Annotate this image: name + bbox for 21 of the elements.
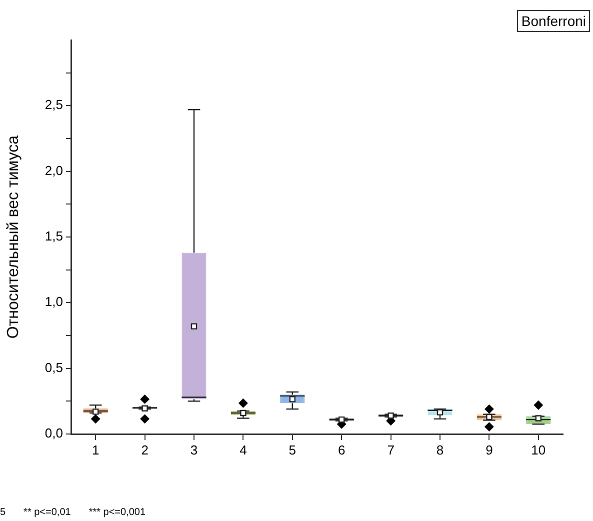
chart-title: Bonferroni bbox=[517, 10, 590, 32]
y-tick-label: 0,0 bbox=[44, 426, 63, 441]
x-tick-label: 3 bbox=[190, 442, 198, 458]
y-tick-label: 1,5 bbox=[44, 228, 63, 244]
y-axis-title: Относительный вес тимуса bbox=[5, 135, 22, 339]
y-tick-label: 1,0 bbox=[44, 294, 63, 310]
x-tick-label: 9 bbox=[486, 442, 493, 458]
x-tick-label: 7 bbox=[387, 442, 394, 458]
text: *** p<=0,001 bbox=[88, 506, 146, 518]
text: ** p<=0,01 bbox=[24, 506, 72, 518]
x-tick-label: 8 bbox=[436, 442, 444, 458]
x-tick-label: 1 bbox=[92, 442, 100, 458]
x-tick-label: 6 bbox=[338, 442, 346, 458]
y-tick-label: 2,5 bbox=[44, 97, 63, 112]
y-tick-label: 0,5 bbox=[44, 360, 63, 375]
text: 5 bbox=[0, 506, 6, 518]
x-tick-label: 2 bbox=[141, 442, 148, 458]
x-tick-label: 4 bbox=[240, 442, 247, 458]
x-tick-label: 5 bbox=[288, 442, 296, 458]
x-tick-label: 10 bbox=[531, 442, 546, 458]
y-tick-label: 2,0 bbox=[44, 162, 63, 178]
